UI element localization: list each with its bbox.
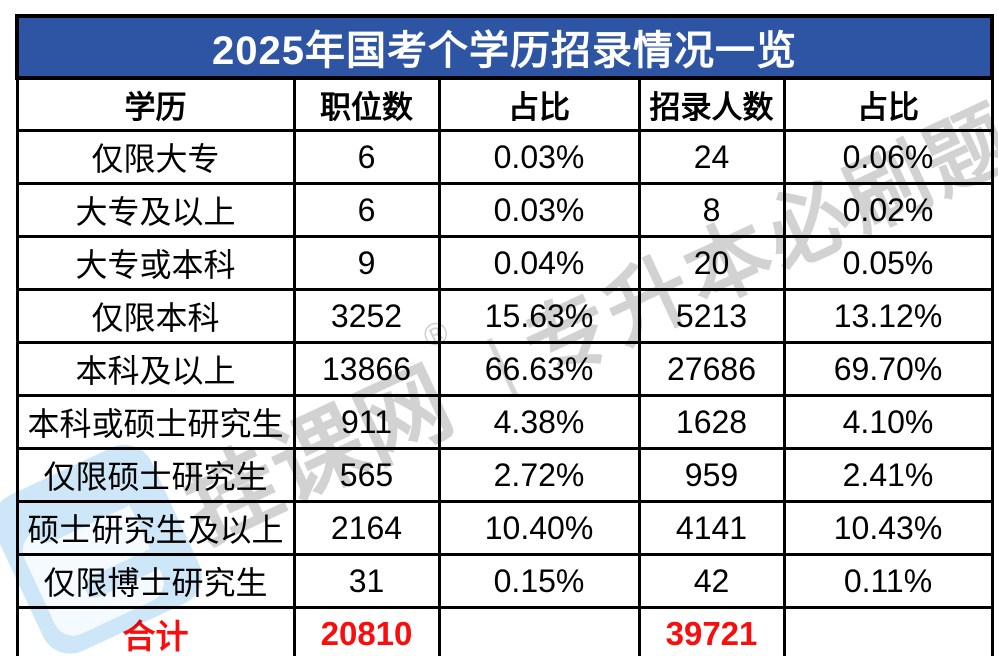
cell-value: 0.11% [782,553,994,609]
row-label: 本科及以上 [15,341,296,397]
cell-value: 0.03% [437,129,641,185]
cell-value: 5213 [637,288,786,344]
total-row: 合计 20810 39721 [15,606,994,656]
cell-value: 959 [637,447,786,503]
recruitment-table-wrap: 2025年国考个学历招录情况一览 学历 职位数 占比 招录人数 占比 仅限大专 6… [15,14,994,656]
cell-value: 565 [292,447,441,503]
cell-value: 0.06% [782,129,994,185]
header-row: 学历 职位数 占比 招录人数 占比 [15,76,994,132]
cell-value: 0.15% [437,553,641,609]
table-row: 仅限博士研究生 31 0.15% 42 0.11% [15,553,994,609]
column-header-education: 学历 [15,76,296,132]
total-label: 合计 [15,606,296,656]
row-label: 本科或硕士研究生 [15,394,296,450]
table-row: 本科或硕士研究生 911 4.38% 1628 4.10% [15,394,994,450]
cell-value: 6 [292,129,441,185]
page-title: 2025年国考个学历招录情况一览 [15,14,994,80]
title-row: 2025年国考个学历招录情况一览 [15,14,994,80]
cell-value: 24 [637,129,786,185]
cell-value: 2.41% [782,447,994,503]
column-header-recruits: 招录人数 [637,76,786,132]
cell-value: 1628 [637,394,786,450]
cell-value: 15.63% [437,288,641,344]
cell-value: 0.02% [782,182,994,238]
row-label: 仅限博士研究生 [15,553,296,609]
total-value [782,606,994,656]
cell-value: 9 [292,235,441,291]
table-row: 仅限硕士研究生 565 2.72% 959 2.41% [15,447,994,503]
cell-value: 31 [292,553,441,609]
table-body: 仅限大专 6 0.03% 24 0.06% 大专及以上 6 0.03% 8 0.02% 大专或本科 9… [15,129,994,656]
cell-value: 20 [637,235,786,291]
cell-value: 10.40% [437,500,641,556]
row-label: 硕士研究生及以上 [15,500,296,556]
cell-value: 27686 [637,341,786,397]
table-row: 仅限大专 6 0.03% 24 0.06% [15,129,994,185]
row-label: 仅限本科 [15,288,296,344]
total-value: 39721 [637,606,786,656]
cell-value: 0.05% [782,235,994,291]
cell-value: 2164 [292,500,441,556]
cell-value: 10.43% [782,500,994,556]
table-row: 本科及以上 13866 66.63% 27686 69.70% [15,341,994,397]
cell-value: 42 [637,553,786,609]
table-row: 硕士研究生及以上 2164 10.40% 4141 10.43% [15,500,994,556]
table-row: 大专或本科 9 0.04% 20 0.05% [15,235,994,291]
cell-value: 0.03% [437,182,641,238]
cell-value: 2.72% [437,447,641,503]
total-value [437,606,641,656]
cell-value: 66.63% [437,341,641,397]
column-header-recruits-share: 占比 [782,76,994,132]
cell-value: 8 [637,182,786,238]
cell-value: 4.38% [437,394,641,450]
recruitment-table: 2025年国考个学历招录情况一览 学历 职位数 占比 招录人数 占比 仅限大专 6… [15,14,994,656]
column-header-positions-share: 占比 [437,76,641,132]
column-header-positions: 职位数 [292,76,441,132]
cell-value: 6 [292,182,441,238]
cell-value: 4.10% [782,394,994,450]
row-label: 大专及以上 [15,182,296,238]
row-label: 大专或本科 [15,235,296,291]
cell-value: 13.12% [782,288,994,344]
total-value: 20810 [292,606,441,656]
row-label: 仅限硕士研究生 [15,447,296,503]
table-row: 大专及以上 6 0.03% 8 0.02% [15,182,994,238]
cell-value: 0.04% [437,235,641,291]
cell-value: 911 [292,394,441,450]
row-label: 仅限大专 [15,129,296,185]
cell-value: 69.70% [782,341,994,397]
cell-value: 4141 [637,500,786,556]
table-row: 仅限本科 3252 15.63% 5213 13.12% [15,288,994,344]
cell-value: 13866 [292,341,441,397]
cell-value: 3252 [292,288,441,344]
